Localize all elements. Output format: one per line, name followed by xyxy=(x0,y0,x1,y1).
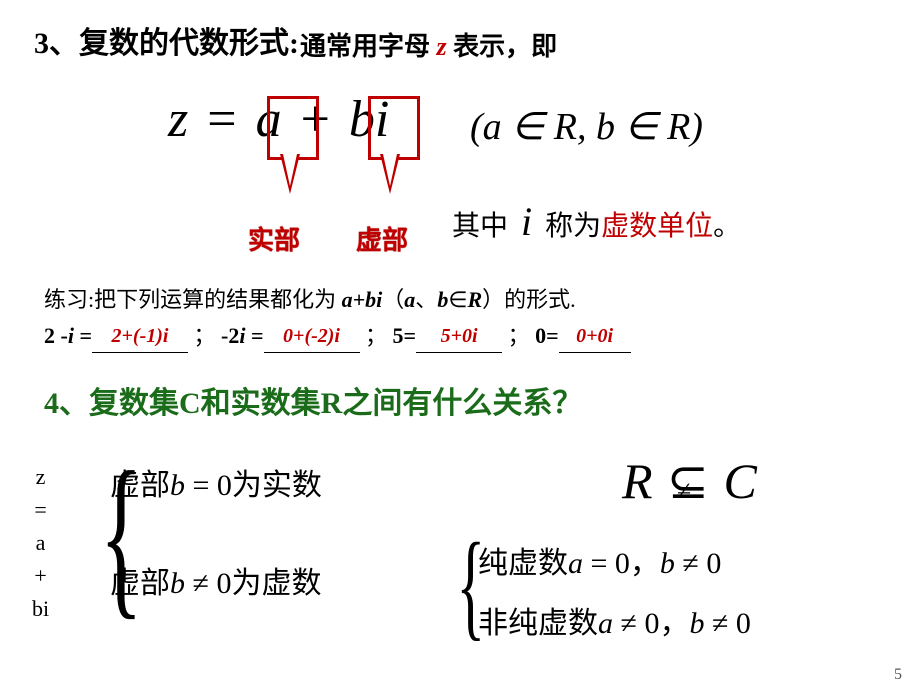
q2-ans: 0+(-2)i xyxy=(283,325,340,347)
q2-label: -2i = xyxy=(221,323,264,348)
formula-eq: = xyxy=(207,91,236,148)
q1-ans: 2+(-1)i xyxy=(112,325,169,347)
i-note-mid: 称为 xyxy=(545,211,601,242)
page-number: 5 xyxy=(894,666,902,684)
callout-a xyxy=(280,154,300,194)
box-a xyxy=(267,96,319,160)
section3-num: 3、复数的代数形式: xyxy=(34,27,299,60)
sep1: ； xyxy=(194,323,216,348)
i-note: 其中 i 称为虚数单位。 xyxy=(452,198,741,245)
case2: 虚部b ≠ 0为虚数 xyxy=(110,558,321,602)
box-b xyxy=(368,96,420,160)
label-imag: 虚部 xyxy=(356,220,408,257)
q4-blank: 0+0i xyxy=(559,317,631,353)
sub-before: 通常用字母 xyxy=(300,32,430,61)
q2-blank: 0+(-2)i xyxy=(264,317,360,353)
i-note-red: 虚数单位 xyxy=(601,211,713,242)
section3-heading: 3、复数的代数形式: xyxy=(34,18,299,62)
subcase1: 纯虚数a = 0，b ≠ 0 xyxy=(478,538,721,582)
case1: 虚部b = 0为实数 xyxy=(110,460,322,504)
z-stack: z=a+bi xyxy=(32,460,49,625)
sep3: ； xyxy=(508,323,530,348)
label-real: 实部 xyxy=(248,220,300,257)
r-subset-c: R ⊆≠ C xyxy=(622,452,757,510)
formula-cond: (a ∈ R, b ∈ R) xyxy=(470,104,703,149)
q4-label: 0= xyxy=(535,323,559,348)
q3-blank: 5+0i xyxy=(416,317,502,353)
callout-b xyxy=(380,154,400,194)
exercise-block: 练习:把下列运算的结果都化为 a+bi（a、b∈R）的形式. 2 -i = 2+(… xyxy=(44,282,631,353)
sep2: ； xyxy=(365,323,387,348)
i-note-end: 。 xyxy=(713,211,741,242)
q4-ans: 0+0i xyxy=(576,325,613,347)
section4-heading: 4、复数集C和实数集R之间有什么关系？ xyxy=(44,378,582,422)
q1-label: 2 -i = xyxy=(44,323,92,348)
q1-blank: 2+(-1)i xyxy=(92,317,188,353)
q3-ans: 5+0i xyxy=(441,325,478,347)
subcase2: 非纯虚数a ≠ 0，b ≠ 0 xyxy=(478,598,751,642)
z-letter: z xyxy=(437,32,447,61)
formula-z: z xyxy=(168,91,188,148)
relation-r: R xyxy=(622,453,653,509)
relation-c: C xyxy=(723,453,756,509)
exercise-line1: 练习:把下列运算的结果都化为 a+bi（a、b∈R）的形式. xyxy=(44,282,631,317)
section3-sub: 通常用字母 z 表示，即 xyxy=(300,26,557,63)
exercise-line2: 2 -i =2+(-1)i ； -2i =0+(-2)i ； 5=5+0i ； … xyxy=(44,317,631,353)
i-note-before: 其中 xyxy=(452,211,508,242)
sub-after: 表示，即 xyxy=(453,32,557,61)
i-note-i: i xyxy=(521,199,532,244)
q3-label: 5= xyxy=(393,323,417,348)
